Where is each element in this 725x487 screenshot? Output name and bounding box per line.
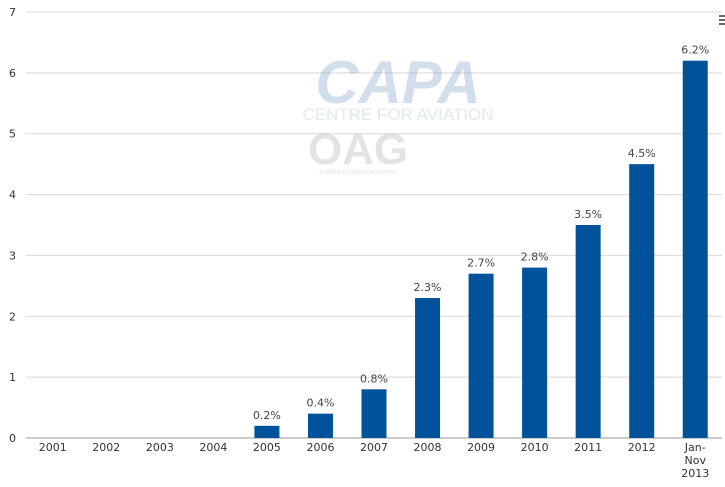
x-tick-label: Jan-Nov 2013 bbox=[681, 441, 709, 480]
y-axis: 0 1 2 3 4 5 6 7 bbox=[9, 6, 16, 445]
capa-tagline: CENTRE FOR AVIATION bbox=[302, 105, 493, 124]
bar[interactable] bbox=[307, 413, 333, 438]
bar-series bbox=[254, 60, 708, 438]
data-label: 3.5% bbox=[574, 208, 602, 221]
grid-lines bbox=[26, 11, 722, 439]
bar[interactable] bbox=[522, 267, 548, 438]
x-tick-label: 2012 bbox=[628, 441, 656, 454]
y-tick-label: 4 bbox=[9, 189, 16, 202]
bar[interactable] bbox=[575, 225, 601, 438]
x-tick-label: 2004 bbox=[199, 441, 227, 454]
y-tick-label: 0 bbox=[9, 432, 16, 445]
x-tick-label: 2007 bbox=[360, 441, 388, 454]
data-label: 2.8% bbox=[521, 251, 549, 264]
bar[interactable] bbox=[682, 60, 708, 438]
bar[interactable] bbox=[254, 425, 280, 438]
data-label: 6.2% bbox=[681, 44, 709, 57]
y-tick-label: 7 bbox=[9, 6, 16, 19]
x-axis: 2001 2002 2003 2004 2005 2006 2007 2008 2009 2010… bbox=[39, 441, 709, 480]
x-tick-label: 2008 bbox=[414, 441, 442, 454]
data-labels: 0.2% 0.4% 0.8% 2.3% 2.7% 2.8% 3.5% 4.5% 6.2% bbox=[253, 44, 709, 422]
x-tick-label: 2011 bbox=[574, 441, 602, 454]
x-tick-label: 2010 bbox=[521, 441, 549, 454]
x-tick-label: 2009 bbox=[467, 441, 495, 454]
x-tick-label: 2003 bbox=[146, 441, 174, 454]
capa-logo: CAPA bbox=[315, 49, 481, 116]
oag-tagline: a UBM Aviation business bbox=[319, 169, 397, 176]
data-label: 0.8% bbox=[360, 372, 388, 385]
data-label: 0.2% bbox=[253, 409, 281, 422]
y-tick-label: 3 bbox=[9, 249, 16, 262]
bar[interactable] bbox=[629, 164, 655, 438]
x-tick-label: 2006 bbox=[306, 441, 334, 454]
bar[interactable] bbox=[468, 273, 494, 438]
y-tick-label: 5 bbox=[9, 128, 16, 141]
bar[interactable] bbox=[415, 298, 441, 438]
menu-icon[interactable] bbox=[719, 15, 725, 27]
x-tick-label: 2001 bbox=[39, 441, 67, 454]
y-tick-label: 6 bbox=[9, 67, 16, 80]
x-tick-label: 2002 bbox=[92, 441, 120, 454]
y-tick-label: 1 bbox=[9, 371, 16, 384]
data-label: 0.4% bbox=[306, 397, 334, 410]
watermark: CAPA CENTRE FOR AVIATION OAG a UBM Aviat… bbox=[302, 49, 493, 176]
data-label: 4.5% bbox=[628, 147, 656, 160]
oag-logo: OAG bbox=[308, 125, 408, 174]
bar[interactable] bbox=[361, 389, 387, 438]
data-label: 2.7% bbox=[467, 257, 495, 270]
x-tick-label: 2005 bbox=[253, 441, 281, 454]
y-tick-label: 2 bbox=[9, 310, 16, 323]
data-label: 2.3% bbox=[414, 281, 442, 294]
